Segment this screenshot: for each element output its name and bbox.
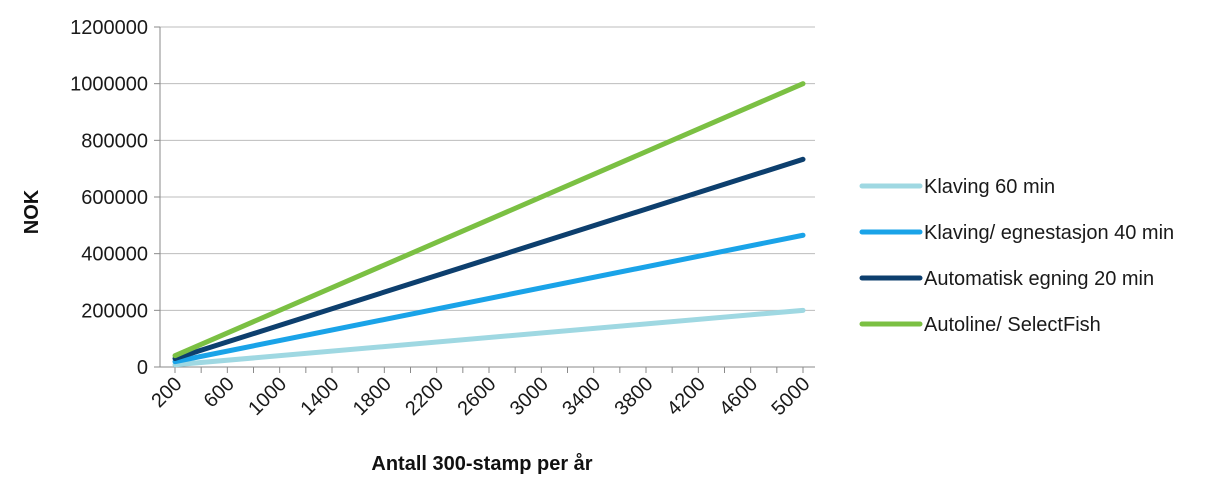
x-tick-label: 5000 bbox=[768, 373, 815, 420]
legend-label: Automatisk egning 20 min bbox=[924, 268, 1154, 290]
x-tick-label: 3000 bbox=[506, 373, 553, 420]
x-tick-label: 1400 bbox=[297, 373, 344, 420]
series-line-2 bbox=[172, 232, 806, 365]
y-tick-label: 600000 bbox=[81, 187, 148, 209]
x-tick-label: 4200 bbox=[663, 373, 710, 420]
series-line-4 bbox=[172, 81, 806, 359]
series-line-1 bbox=[172, 307, 806, 368]
x-tick-label: 1800 bbox=[349, 373, 396, 420]
x-tick-label: 4600 bbox=[715, 373, 762, 420]
y-tick-label: 0 bbox=[137, 357, 148, 379]
y-tick-label: 400000 bbox=[81, 244, 148, 266]
x-tick-label: 1000 bbox=[244, 373, 291, 420]
y-axis: 0 200000 400000 600000 800000 1000000 1200000 bbox=[70, 17, 161, 379]
legend-label: Autoline/ SelectFish bbox=[924, 314, 1101, 336]
x-tick-label: 3800 bbox=[611, 373, 658, 420]
x-tick-label: 3400 bbox=[558, 373, 605, 420]
series-lines bbox=[172, 81, 806, 368]
x-tick-label: 600 bbox=[200, 373, 239, 412]
x-tick-label: 2600 bbox=[454, 373, 501, 420]
y-axis-title: NOK bbox=[21, 189, 43, 234]
x-axis: 200 600 1000 1400 1800 2200 2600 3000 3400 3800 42… bbox=[147, 366, 815, 420]
legend-label: Klaving/ egnestasjon 40 min bbox=[924, 222, 1174, 244]
y-tick-label: 1200000 bbox=[70, 17, 148, 39]
legend-label: Klaving 60 min bbox=[924, 176, 1055, 198]
y-tick-label: 800000 bbox=[81, 130, 148, 152]
y-tick-label: 200000 bbox=[81, 300, 148, 322]
y-tick-label: 1000000 bbox=[70, 74, 148, 96]
x-tick-label: 200 bbox=[147, 373, 186, 412]
gridlines bbox=[160, 26, 815, 311]
x-tick-label: 2200 bbox=[401, 373, 448, 420]
x-axis-title: Antall 300-stamp per år bbox=[371, 452, 592, 475]
legend: Klaving 60 min Klaving/ egnestasjon 40 mi… bbox=[859, 176, 1174, 336]
series-line-3 bbox=[172, 156, 806, 361]
